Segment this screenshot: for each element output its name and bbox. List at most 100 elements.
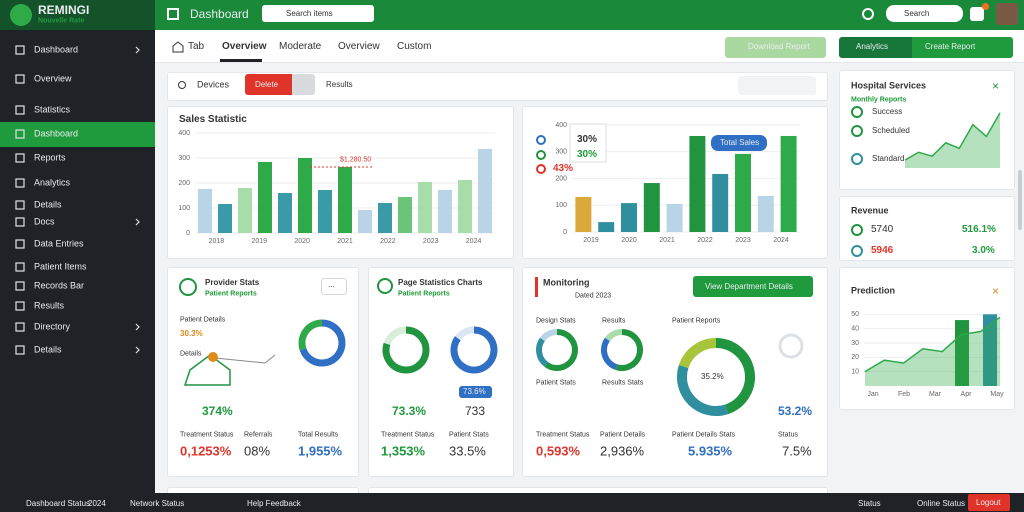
value: 1,353%	[381, 443, 426, 459]
value: 73.3%	[392, 404, 427, 418]
logo	[10, 4, 32, 26]
footer-text: Help Feedback	[247, 499, 301, 508]
legend: 30%	[577, 149, 598, 160]
header-title: Dashboard	[190, 7, 249, 21]
label: Patient Details Stats	[672, 431, 736, 439]
monitor-button[interactable]	[693, 276, 813, 297]
avatar[interactable]	[996, 3, 1018, 25]
button-text: Analytics	[856, 42, 889, 51]
sidebar-active	[0, 122, 155, 147]
button-text: Delete	[255, 80, 279, 89]
sidebar-item: Data Entries	[34, 238, 84, 249]
check-item: Standard	[872, 154, 905, 163]
sidebar-item: Docs	[34, 216, 55, 227]
card-title: Provider Stats	[205, 278, 260, 287]
tooltip-text: Total Sales	[720, 138, 760, 147]
more: ...	[328, 280, 335, 289]
toolbar-filter: Results	[326, 80, 353, 89]
footer-text: Status	[858, 499, 881, 508]
badge	[982, 3, 989, 10]
more-button[interactable]	[321, 278, 347, 295]
close: ×	[992, 284, 1000, 298]
toolbar-label: Devices	[197, 79, 230, 90]
tab: Custom	[397, 41, 432, 52]
sidebar-item: Patient Items	[34, 261, 87, 272]
value: 5946	[871, 245, 894, 256]
brand-name: REMINGI	[38, 3, 90, 17]
brand-tagline: Nouvelle Rate	[38, 17, 85, 25]
card-subtitle: Patient Reports	[398, 290, 450, 298]
label: Referrals	[244, 431, 273, 439]
accent	[535, 277, 538, 297]
button-text: Logout	[976, 498, 1001, 507]
donut-label: 35.2%	[701, 372, 724, 381]
footer	[0, 493, 1024, 512]
button-dark[interactable]	[839, 37, 913, 58]
label: Patient Stats	[536, 379, 576, 387]
card-subtitle: Patient Reports	[205, 290, 257, 298]
check-item: Success	[872, 107, 903, 116]
sidebar-item: Overview	[34, 73, 72, 84]
tooltip	[711, 135, 767, 151]
notification[interactable]	[970, 7, 984, 21]
value: 5.935%	[688, 443, 733, 459]
logout-button[interactable]	[968, 494, 1010, 511]
toggle[interactable]	[292, 74, 315, 95]
label: Details	[180, 350, 202, 358]
sidebar-item: Results	[34, 300, 65, 311]
footer-text: Dashboard Status	[26, 499, 91, 508]
growth-card	[522, 106, 828, 259]
search-text: Search items	[286, 9, 333, 18]
footer-text: Online Status	[917, 499, 966, 508]
search-box-2[interactable]	[886, 5, 963, 22]
card-title: Page Statistics Charts	[398, 278, 483, 287]
value: 516.1%	[962, 224, 996, 235]
button-text: Download Report	[748, 42, 810, 51]
label: Results	[602, 317, 626, 325]
sidebar-item: Records Bar	[34, 280, 85, 291]
value: 1,955%	[298, 443, 343, 459]
tool-icons[interactable]	[738, 76, 816, 95]
search-box[interactable]	[262, 5, 374, 22]
label: Results Stats	[602, 379, 644, 387]
card-subtitle: Dated 2023	[575, 292, 612, 300]
tab: Overview	[338, 41, 380, 52]
card-title: Prediction	[851, 285, 896, 296]
button-text: View Department Details	[705, 282, 793, 291]
sidebar	[0, 0, 155, 512]
search-text: Search	[904, 9, 930, 18]
tab: Tab	[188, 41, 205, 52]
close: ×	[992, 79, 1000, 93]
card-title: Revenue	[851, 205, 889, 216]
status-icon[interactable]	[862, 8, 874, 20]
value: 7.5%	[782, 443, 812, 459]
sidebar-item: Dashboard	[34, 44, 79, 55]
check-item: Scheduled	[872, 126, 910, 135]
value: 374%	[202, 404, 233, 418]
label: Status	[778, 431, 798, 439]
delete-button[interactable]	[245, 74, 293, 95]
label: Treatment Status	[381, 431, 435, 439]
card-title: Monitoring	[543, 277, 590, 288]
value: 33.5%	[449, 443, 486, 459]
tab: Moderate	[279, 41, 322, 52]
button-light[interactable]	[725, 37, 826, 58]
tab-underline	[220, 59, 262, 62]
legend: 30%	[577, 134, 598, 145]
footer-text: 2024	[88, 499, 106, 508]
label: Total Results	[298, 431, 339, 439]
value: 53.2%	[778, 404, 813, 418]
label: Patient Details	[600, 431, 646, 439]
value: 3.0%	[972, 245, 995, 256]
value: 0,1253%	[180, 443, 232, 459]
card-subtitle: Monthly Reports	[851, 96, 907, 104]
monitoring-card	[522, 267, 828, 477]
pill-text: 73.6%	[463, 387, 486, 396]
menu-icon[interactable]	[167, 8, 179, 20]
scrollbar	[1018, 170, 1022, 230]
button-primary[interactable]	[912, 37, 1013, 58]
value: 08%	[244, 443, 271, 459]
value: 0,593%	[536, 443, 581, 459]
card-title: Sales Statistic	[179, 114, 247, 125]
